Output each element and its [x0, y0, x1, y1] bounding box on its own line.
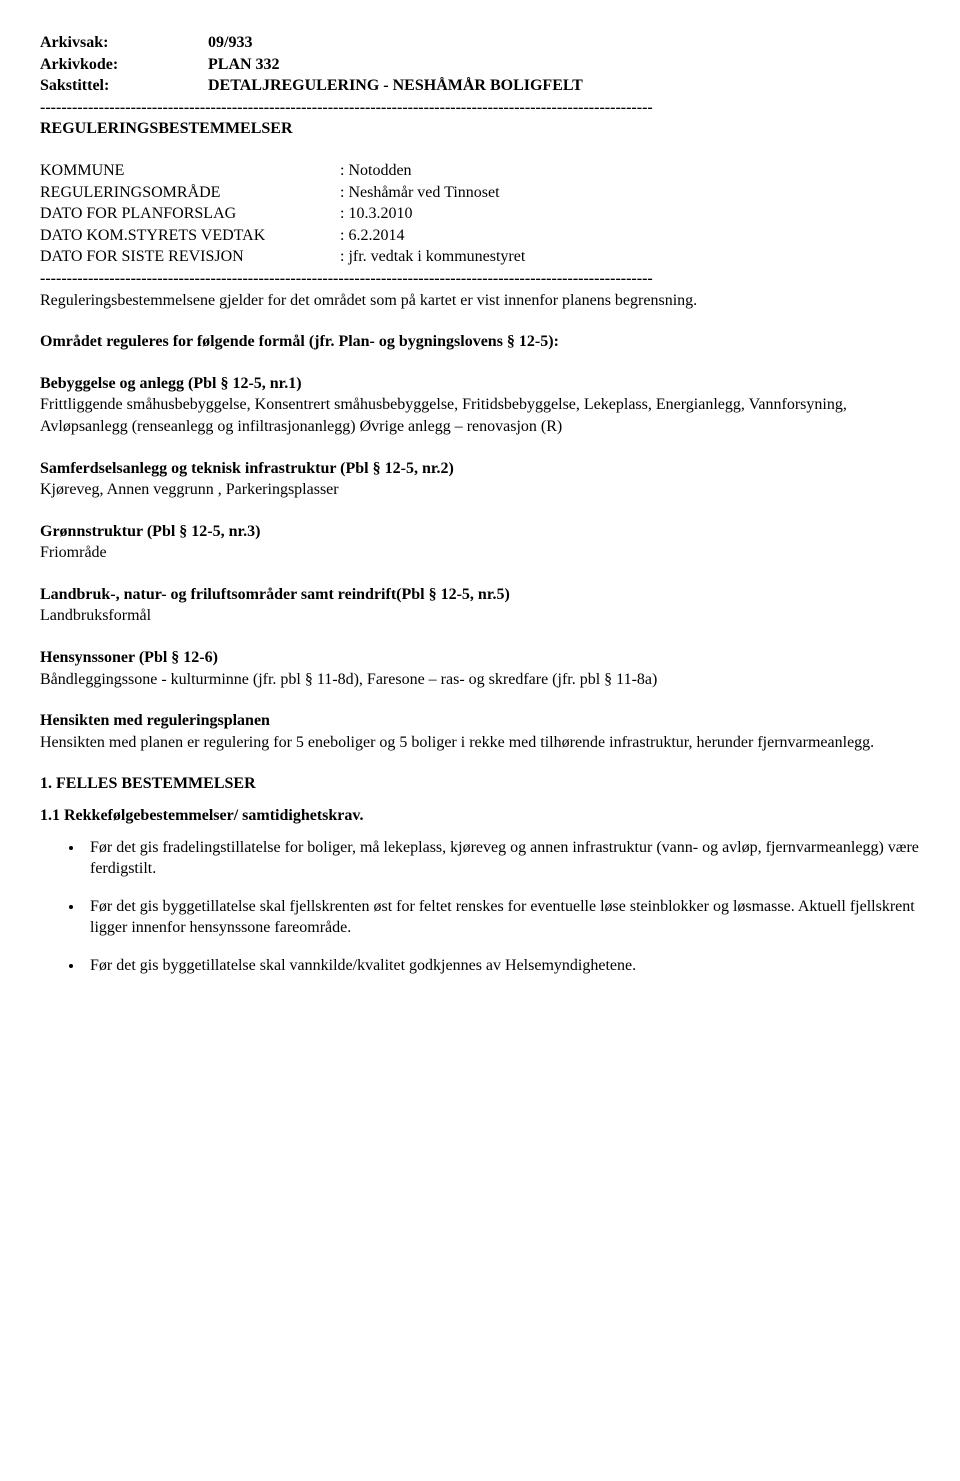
header-label: Sakstittel:	[40, 75, 208, 97]
intro-paragraph: Reguleringsbestemmelsene gjelder for det…	[40, 290, 920, 312]
meta-value: : Neshåmår ved Tinnoset	[340, 182, 500, 204]
meta-label: DATO FOR SISTE REVISJON	[40, 246, 340, 268]
section-body: Hensikten med planen er regulering for 5…	[40, 732, 920, 754]
rule-top: ----------------------------------------…	[40, 97, 920, 119]
header-label: Arkivkode:	[40, 54, 208, 76]
section-heading: Bebyggelse og anlegg (Pbl § 12-5, nr.1)	[40, 373, 920, 395]
meta-value: : Notodden	[340, 160, 412, 182]
rule-mid: ----------------------------------------…	[40, 268, 920, 290]
meta-row: DATO FOR SISTE REVISJON : jfr. vedtak i …	[40, 246, 920, 268]
meta-label: KOMMUNE	[40, 160, 340, 182]
section-heading: Hensikten med reguleringsplanen	[40, 710, 920, 732]
header-value: DETALJREGULERING - NESHÅMÅR BOLIGFELT	[208, 75, 583, 97]
section-body: Landbruksformål	[40, 605, 920, 627]
section-hensynssoner: Hensynssoner (Pbl § 12-6) Båndleggingsso…	[40, 647, 920, 690]
main-heading-1: 1. FELLES BESTEMMELSER	[40, 773, 920, 795]
section-hensikt: Hensikten med reguleringsplanen Hensikte…	[40, 710, 920, 753]
list-item: Før det gis byggetillatelse skal fjellsk…	[84, 896, 920, 939]
list-item: Før det gis byggetillatelse skal vannkil…	[84, 955, 920, 977]
section-body: Båndleggingssone - kulturminne (jfr. pbl…	[40, 669, 920, 691]
header-row: Sakstittel: DETALJREGULERING - NESHÅMÅR …	[40, 75, 920, 97]
section-bebyggelse: Bebyggelse og anlegg (Pbl § 12-5, nr.1) …	[40, 373, 920, 438]
meta-value: : 6.2.2014	[340, 225, 404, 247]
section-samferdsel: Samferdselsanlegg og teknisk infrastrukt…	[40, 458, 920, 501]
page: Arkivsak: 09/933 Arkivkode: PLAN 332 Sak…	[0, 0, 960, 1053]
meta-row: DATO KOM.STYRETS VEDTAK : 6.2.2014	[40, 225, 920, 247]
requirement-list: Før det gis fradelingstillatelse for bol…	[40, 837, 920, 977]
meta-value: : 10.3.2010	[340, 203, 412, 225]
meta-table: KOMMUNE : Notodden REGULERINGSOMRÅDE : N…	[40, 160, 920, 268]
section-body: Friområde	[40, 542, 920, 564]
header-value: PLAN 332	[208, 54, 280, 76]
meta-row: REGULERINGSOMRÅDE : Neshåmår ved Tinnose…	[40, 182, 920, 204]
section-gronnstruktur: Grønnstruktur (Pbl § 12-5, nr.3) Friområ…	[40, 521, 920, 564]
section-heading: Samferdselsanlegg og teknisk infrastrukt…	[40, 458, 920, 480]
formal-heading: Området reguleres for følgende formål (j…	[40, 331, 920, 353]
section-landbruk: Landbruk-, natur- og friluftsområder sam…	[40, 584, 920, 627]
header-table: Arkivsak: 09/933 Arkivkode: PLAN 332 Sak…	[40, 32, 920, 97]
meta-value: : jfr. vedtak i kommunestyret	[340, 246, 525, 268]
header-label: Arkivsak:	[40, 32, 208, 54]
header-row: Arkivsak: 09/933	[40, 32, 920, 54]
list-item: Før det gis fradelingstillatelse for bol…	[84, 837, 920, 880]
section-body: Kjøreveg, Annen veggrunn , Parkeringspla…	[40, 479, 920, 501]
document-title: REGULERINGSBESTEMMELSER	[40, 118, 920, 140]
section-heading: Hensynssoner (Pbl § 12-6)	[40, 647, 920, 669]
section-heading: Grønnstruktur (Pbl § 12-5, nr.3)	[40, 521, 920, 543]
meta-label: DATO FOR PLANFORSLAG	[40, 203, 340, 225]
meta-label: REGULERINGSOMRÅDE	[40, 182, 340, 204]
meta-label: DATO KOM.STYRETS VEDTAK	[40, 225, 340, 247]
section-heading: Landbruk-, natur- og friluftsområder sam…	[40, 584, 920, 606]
header-value: 09/933	[208, 32, 252, 54]
meta-row: DATO FOR PLANFORSLAG : 10.3.2010	[40, 203, 920, 225]
meta-row: KOMMUNE : Notodden	[40, 160, 920, 182]
header-row: Arkivkode: PLAN 332	[40, 54, 920, 76]
sub-heading-1-1: 1.1 Rekkefølgebestemmelser/ samtidighets…	[40, 805, 920, 827]
section-body: Frittliggende småhusbebyggelse, Konsentr…	[40, 394, 920, 437]
